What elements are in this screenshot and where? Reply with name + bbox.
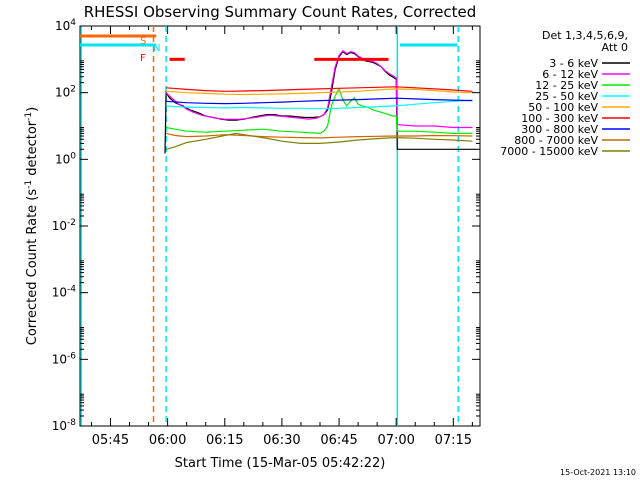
vertical-markers: [80, 26, 460, 426]
x-tick-label: 07:00: [377, 433, 414, 448]
flag-label: N: [153, 43, 160, 54]
flag-label: F: [140, 53, 146, 64]
flag-label: S: [140, 36, 146, 47]
series-line-1: [165, 49, 473, 129]
series-line-5: [166, 86, 473, 92]
x-tick-label: 06:15: [206, 433, 243, 448]
legend-label: 6 - 12 keV: [542, 68, 598, 81]
plot-frame: [79, 25, 481, 427]
y-axis-ticks: 104 102 100 10-2 10-4 10-6 10-8: [52, 18, 480, 433]
x-tick-label: 06:45: [320, 433, 357, 448]
y-tick-label: 104: [55, 18, 76, 33]
y-tick-label: 10-6: [52, 351, 77, 366]
series-line-3: [166, 99, 473, 110]
flag-bars: SNF: [80, 34, 458, 64]
y-axis-label-main: Corrected Count Rate (s: [25, 189, 40, 346]
y-tick-label: 10-4: [52, 285, 77, 300]
x-axis-ticks: 05:45 06:00 06:15 06:30 06:45 07:00 07:15: [90, 26, 473, 448]
y-axis-label-mid: detector: [25, 120, 40, 180]
legend-header-detectors: Det 1,3,4,5,6,9,: [542, 29, 628, 42]
legend-label: 800 - 7000 keV: [514, 134, 598, 147]
legend-label: 50 - 100 keV: [528, 101, 598, 114]
legend-label: 12 - 25 keV: [535, 79, 598, 92]
series-line-8: [165, 132, 473, 150]
y-axis-label-sup2: -1: [24, 112, 34, 121]
legend-label: 7000 - 15000 keV: [500, 145, 598, 158]
series-line-2: [165, 87, 473, 135]
legend-label: 25 - 50 keV: [535, 90, 598, 103]
y-axis-label: Corrected Count Rate (s-1 detector-1): [24, 107, 40, 345]
x-tick-label: 06:00: [149, 433, 186, 448]
x-tick-label: 06:30: [263, 433, 300, 448]
y-tick-label: 10-8: [52, 418, 77, 433]
footer-date: 15-Oct-2021 13:10: [560, 468, 636, 477]
series-line-6: [166, 97, 473, 105]
y-tick-label: 102: [55, 85, 76, 100]
legend-header-attenuator: Att 0: [602, 41, 628, 54]
y-axis-label-sup1: -1: [24, 180, 34, 189]
chart-title: RHESSI Observing Summary Count Rates, Co…: [84, 3, 477, 21]
series-line-4: [166, 88, 473, 96]
legend-label: 100 - 300 keV: [521, 112, 598, 125]
y-tick-label: 100: [55, 151, 76, 166]
series-layer: [164, 49, 477, 154]
x-axis-label: Start Time (15-Mar-05 05:42:22): [175, 456, 386, 471]
y-tick-label: 10-2: [52, 218, 76, 233]
y-axis-label-end: ): [25, 107, 40, 112]
x-tick-label: 05:45: [92, 433, 129, 448]
x-tick-label: 07:15: [435, 433, 472, 448]
series-line-7: [165, 132, 473, 139]
legend-label: 300 - 800 keV: [521, 123, 598, 136]
legend-label: 3 - 6 keV: [549, 57, 598, 70]
